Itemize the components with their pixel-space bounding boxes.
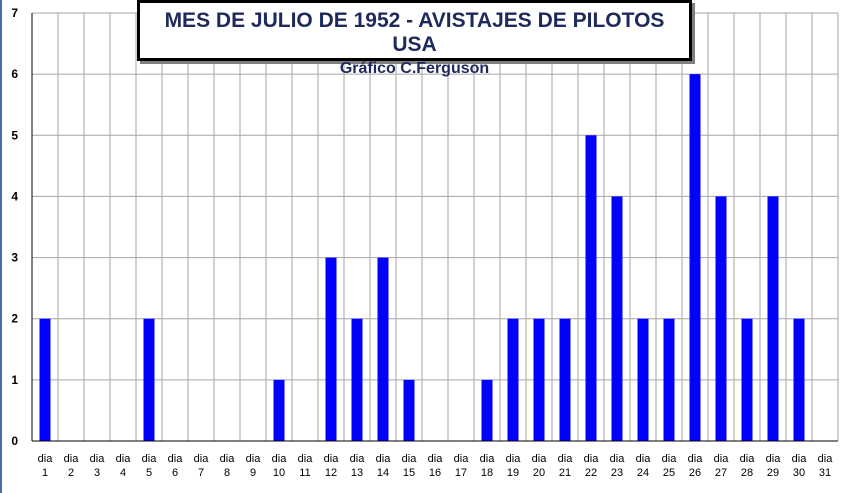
frame-border-left [0, 0, 2, 493]
y-tick-label-1: 1 [11, 373, 18, 387]
y-tick-labels: 0 1 2 3 4 5 6 7 [11, 6, 18, 448]
y-tick-label-4: 4 [11, 189, 18, 203]
bar-dia-30 [793, 318, 805, 441]
x-tick-label-dia-19: dia 19 [506, 453, 522, 479]
bar-dia-13 [351, 318, 363, 441]
x-tick-label-dia-30: dia 30 [792, 453, 808, 479]
x-tick-label-dia-15: dia 15 [402, 453, 418, 479]
x-tick-label-dia-25: dia 25 [662, 453, 678, 479]
x-tick-label-dia-1: dia 1 [38, 453, 54, 479]
bar-dia-23 [611, 196, 623, 441]
chart-subtitle: Gráfico C.Ferguson [339, 60, 490, 77]
x-tick-label-dia-13: dia 13 [350, 453, 366, 479]
x-tick-label-dia-16: dia 16 [428, 453, 444, 479]
chart-title: MES DE JULIO DE 1952 - AVISTAJES DE PILO… [164, 9, 665, 56]
x-tick-label-dia-23: dia 23 [610, 453, 626, 479]
chart-title-box: MES DE JULIO DE 1952 - AVISTAJES DE PILO… [137, 0, 692, 77]
x-tick-label-dia-14: dia 14 [376, 453, 392, 479]
x-tick-label-dia-31: dia 31 [818, 453, 834, 479]
bar-dia-22 [585, 135, 597, 442]
y-tick-label-0: 0 [11, 434, 18, 448]
y-tick-label-6: 6 [11, 67, 18, 81]
bars-layer [39, 74, 805, 442]
bar-dia-14 [377, 257, 389, 441]
x-tick-label-dia-17: dia 17 [454, 453, 470, 479]
axis-layer [31, 13, 838, 442]
bar-dia-20 [533, 318, 545, 441]
y-tick-label-3: 3 [11, 251, 18, 265]
bar-dia-21 [559, 318, 571, 441]
x-tick-label-dia-11: dia 11 [298, 453, 314, 479]
bar-dia-18 [481, 379, 493, 441]
bar-dia-29 [767, 196, 779, 441]
bar-dia-1 [39, 318, 51, 441]
grid-layer [31, 12, 839, 441]
x-tick-label-dia-24: dia 24 [636, 453, 652, 479]
x-tick-label-dia-28: dia 28 [740, 453, 756, 479]
bar-dia-24 [637, 318, 649, 441]
x-tick-label-dia-18: dia 18 [480, 453, 496, 479]
x-tick-label-dia-21: dia 21 [558, 453, 574, 479]
y-tick-label-5: 5 [11, 128, 18, 142]
x-tick-label-dia-4: dia 4 [116, 453, 132, 479]
x-tick-label-dia-26: dia 26 [688, 453, 704, 479]
bar-dia-15 [403, 379, 415, 441]
bar-dia-28 [741, 318, 753, 441]
x-tick-label-dia-3: dia 3 [90, 453, 106, 479]
bar-dia-10 [273, 379, 285, 441]
y-tick-label-2: 2 [11, 312, 18, 326]
x-tick-label-dia-2: dia 2 [64, 453, 80, 479]
bar-dia-27 [715, 196, 727, 441]
x-tick-labels: dia 1 dia 2 dia 3 dia 4 dia 5 dia 6 dia 7 dia 8 dia 9 dia 1… [38, 453, 834, 479]
x-tick-label-dia-8: dia 8 [220, 453, 236, 479]
bar-dia-19 [507, 318, 519, 441]
bar-dia-25 [663, 318, 675, 441]
bar-dia-26 [689, 74, 701, 442]
x-tick-label-dia-5: dia 5 [142, 453, 158, 479]
x-tick-label-dia-9: dia 9 [246, 453, 262, 479]
x-tick-label-dia-6: dia 6 [168, 453, 184, 479]
bar-dia-12 [325, 257, 337, 441]
x-tick-label-dia-22: dia 22 [584, 453, 600, 479]
x-tick-label-dia-7: dia 7 [194, 453, 210, 479]
x-tick-label-dia-12: dia 12 [324, 453, 340, 479]
bar-dia-5 [143, 318, 155, 441]
x-tick-label-dia-29: dia 29 [766, 453, 782, 479]
x-tick-label-dia-10: dia 10 [272, 453, 288, 479]
x-tick-label-dia-20: dia 20 [532, 453, 548, 479]
x-tick-label-dia-27: dia 27 [714, 453, 730, 479]
y-tick-label-7: 7 [11, 6, 18, 20]
